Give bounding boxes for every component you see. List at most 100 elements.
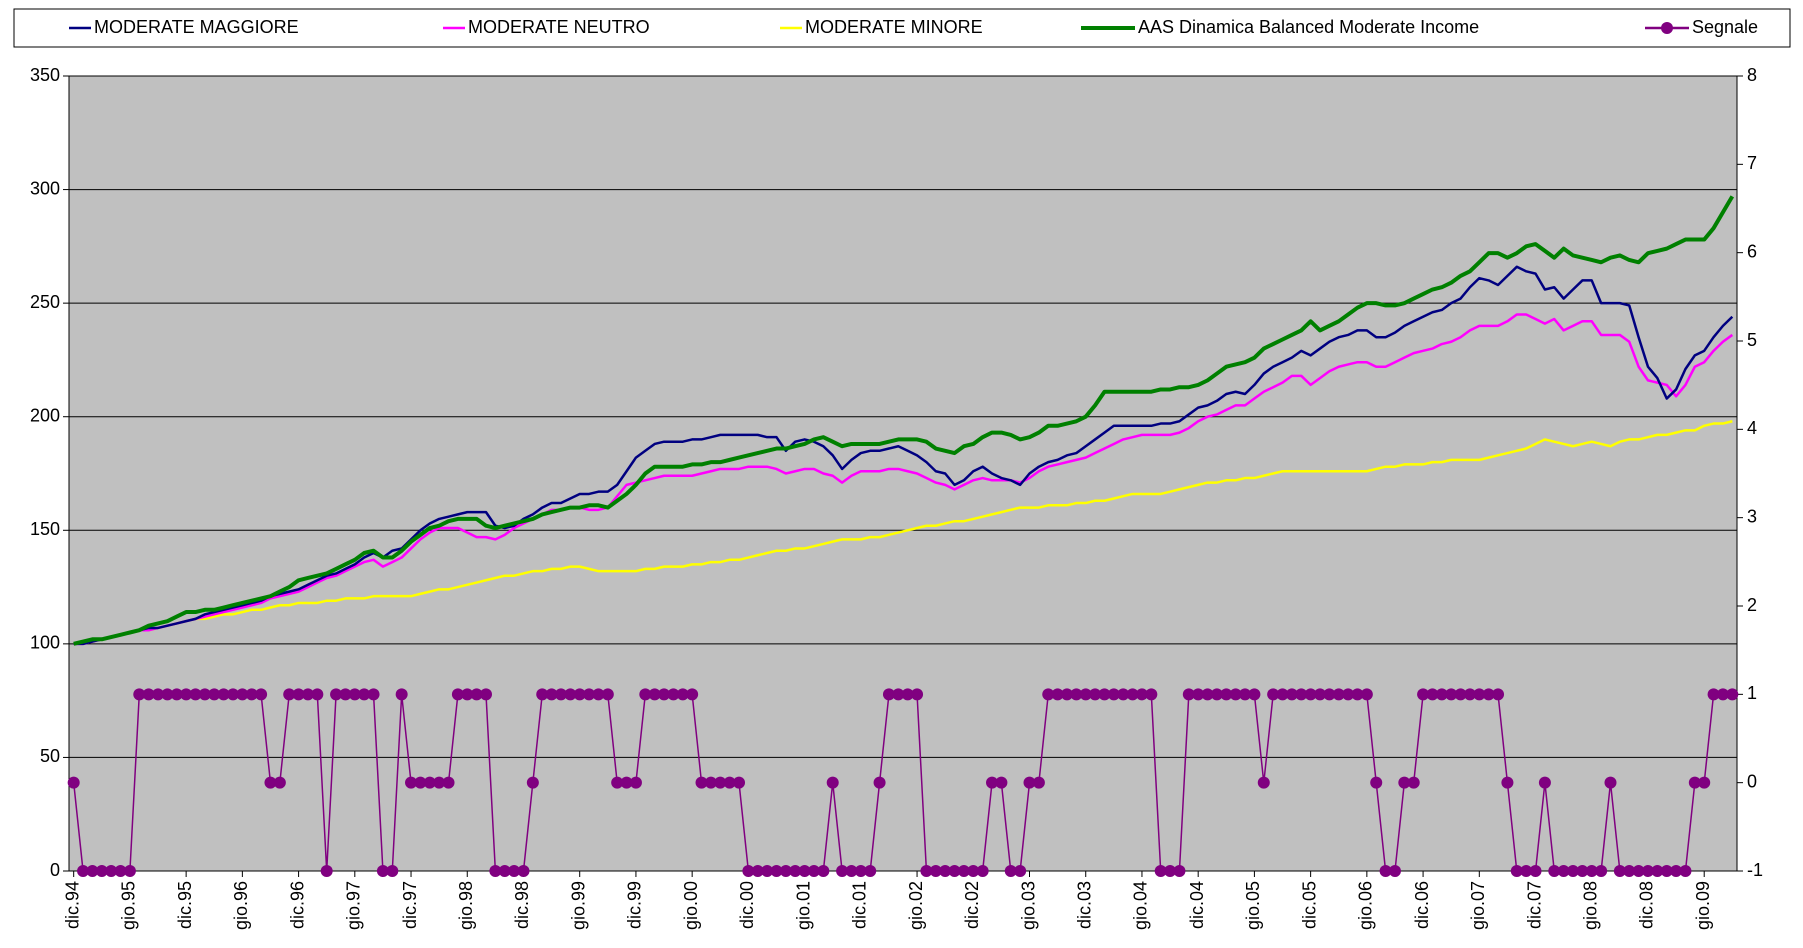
legend-marker [1661,22,1673,34]
series-marker [105,865,118,877]
series-marker [836,865,849,877]
series-marker [1716,688,1729,701]
series-marker [1164,865,1177,877]
legend-label: MODERATE MINORE [805,17,983,37]
series-marker [592,688,605,701]
series-marker [395,688,408,701]
y-tick-label: 50 [40,746,60,766]
series-marker [264,776,277,789]
series-marker [1435,688,1448,701]
series-marker [583,688,596,701]
series-marker [733,776,746,789]
series-marker [798,865,811,877]
series-marker [1323,688,1336,701]
series-marker [339,688,352,701]
series-marker [86,865,99,877]
series-marker [995,776,1008,789]
y2-tick-label: 0 [1747,771,1757,791]
x-tick-label: gio.99 [568,881,588,930]
series-marker [854,865,867,877]
series-marker [255,688,268,701]
x-tick-label: dic.04 [1187,881,1207,929]
series-marker [686,688,699,701]
series-marker [498,865,511,877]
series-marker [1032,776,1045,789]
series-marker [1248,688,1261,701]
series-marker [470,688,483,701]
series-marker [1604,776,1617,789]
series-marker [1229,688,1242,701]
x-tick-label: gio.00 [681,881,701,930]
series-marker [1239,688,1252,701]
series-marker [695,776,708,789]
x-tick-label: gio.95 [119,881,139,930]
series-marker [1501,776,1514,789]
series-marker [601,688,614,701]
series-marker [1726,688,1739,701]
series-marker [573,688,586,701]
series-marker [554,688,567,701]
x-tick-label: dic.00 [737,881,757,929]
series-marker [1154,865,1167,877]
series-marker [1454,688,1467,701]
series-marker [433,776,446,789]
legend-box [13,8,1791,48]
series-marker [1173,865,1186,877]
series-marker [1004,865,1017,877]
x-tick-label: gio.05 [1243,881,1263,930]
series-marker [386,865,399,877]
series-line [73,313,1734,646]
series-marker [1089,688,1102,701]
x-tick-label: gio.97 [344,881,364,930]
x-tick-label: dic.02 [962,881,982,929]
series-marker [1651,865,1664,877]
series-marker [1660,865,1673,877]
y-tick-label: 100 [30,633,60,653]
x-tick-label: gio.07 [1468,881,1488,930]
series-marker [882,688,895,701]
series-marker [1145,688,1158,701]
x-tick-label: dic.95 [175,881,195,929]
x-tick-label: gio.96 [231,881,251,930]
series-marker [1314,688,1326,701]
series-marker [114,865,127,877]
x-tick-label: dic.05 [1299,881,1319,929]
y2-tick-label: 7 [1747,153,1757,173]
y-tick-label: 300 [30,178,60,198]
series-marker [451,688,464,701]
y-tick-label: 250 [30,292,60,312]
series-marker [1688,776,1701,789]
x-tick-label: gio.03 [1018,881,1038,930]
series-marker [742,865,755,877]
y-tick-label: 150 [30,519,60,539]
legend-label: MODERATE MAGGIORE [94,17,299,37]
x-tick-label: gio.06 [1356,881,1376,930]
series-marker [1641,865,1654,877]
series-marker [911,688,924,701]
plot-area [69,76,1737,871]
x-tick-label: dic.01 [850,881,870,929]
series-marker [611,776,624,789]
series-marker [1107,688,1120,701]
series-marker [405,776,418,789]
series-marker [667,688,680,701]
x-tick-label: gio.02 [906,881,926,930]
y-tick-label: 200 [30,405,60,425]
series-marker [957,865,970,877]
series-marker [1445,688,1458,701]
x-tick-label: dic.94 [62,881,82,929]
series-marker [826,776,839,789]
series-marker [1426,688,1439,701]
legend-label: MODERATE NEUTRO [468,17,650,37]
series-marker [1267,688,1280,701]
x-tick-label: gio.98 [456,881,476,930]
x-tick-label: dic.06 [1412,881,1432,929]
y2-tick-label: 1 [1747,683,1757,703]
series-marker [180,688,193,701]
series-marker [1388,865,1401,877]
series-marker [245,688,258,701]
series-marker [1135,688,1148,701]
series-marker [939,865,952,877]
